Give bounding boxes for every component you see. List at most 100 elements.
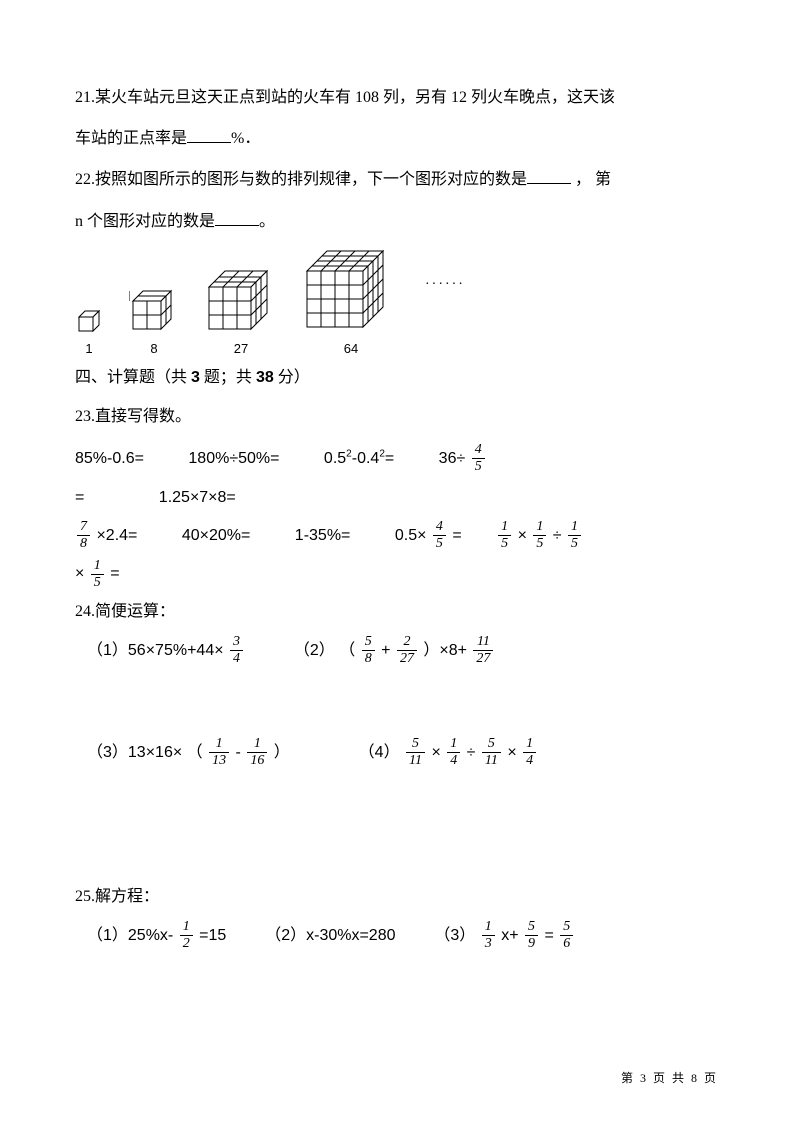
q22-text-c: n 个图形对应的数是 xyxy=(75,213,215,230)
cubes-figure: 1 8 xyxy=(75,245,718,356)
q23-r2e: 15 × 15 ÷ 15 xyxy=(496,527,583,544)
q24-p4-n1: 5 xyxy=(406,737,425,753)
q24-p3-mid: - xyxy=(231,744,245,761)
q25-p2: （2）x-30%x=280 xyxy=(265,927,400,944)
q24-p2-d1: 8 xyxy=(362,651,375,666)
q23-r2a-n: 7 xyxy=(77,520,90,536)
q24-p2: （2） （ 58 + 227 ）×8+ 1127 xyxy=(294,642,496,659)
cube-1: 1 xyxy=(75,305,103,356)
q23-r2d-n: 4 xyxy=(433,520,446,536)
cubes-dots: ······ xyxy=(425,277,465,323)
cube-1-icon xyxy=(75,305,103,337)
q23-r2a-d: 8 xyxy=(77,536,90,551)
q23-r2d-pre: 0.5× xyxy=(395,527,431,544)
cube-4: 64 xyxy=(303,245,399,356)
q24-p1-label: （1） xyxy=(87,642,128,659)
q23-r2d-post: = xyxy=(448,527,462,544)
q23-r1d-pre: 36÷ xyxy=(439,450,470,467)
q24-p4-d2: 4 xyxy=(447,753,460,768)
s4-a: 四、计算题（共 xyxy=(75,369,191,386)
q25-p3-n1: 1 xyxy=(482,920,495,936)
cube-1-label: 1 xyxy=(85,341,92,356)
q23-r2e-n2: 1 xyxy=(533,520,546,536)
q24-p4-n2: 1 xyxy=(447,737,460,753)
q25-p3-n2: 5 xyxy=(525,920,538,936)
q23-r1b: 180%÷50%= xyxy=(188,450,279,467)
blank-q21 xyxy=(187,126,231,143)
q23-r1c-post: = xyxy=(385,450,394,467)
cube-3-icon xyxy=(205,265,277,337)
q21-text-b: 车站的正点率是 xyxy=(75,130,187,147)
q24-p1: （1）56×75%+44× 34 xyxy=(87,642,249,659)
q24-p2-d2: 27 xyxy=(397,651,417,666)
q23-row2b: × 15 = xyxy=(75,555,718,593)
cube-4-label: 64 xyxy=(344,341,358,356)
q25-p1-d: 2 xyxy=(180,936,193,951)
q23-r2e-m2: ÷ xyxy=(548,527,566,544)
q22-text-d: 。 xyxy=(259,213,275,230)
q24-p4-d4: 4 xyxy=(523,753,536,768)
q24-p4-m1: × xyxy=(427,744,445,761)
q24-p4-label: （4） xyxy=(359,744,404,761)
page-number: 第 3 页 共 8 页 xyxy=(621,1069,718,1086)
q25-p3-label: （3） xyxy=(434,927,479,944)
q23-r2d-d: 5 xyxy=(433,536,446,551)
q24-p2-post: ）×8+ xyxy=(419,642,471,659)
q24-p3-a: 13×16× （ xyxy=(128,744,207,761)
q21-text-a: 21.某火车站元旦这天正点到站的火车有 108 列，另有 12 列火车晚点，这天… xyxy=(75,89,615,106)
q24-p3-d1: 13 xyxy=(209,753,229,768)
q25-row: （1）25%x- 12 =15 （2）x-30%x=280 （3） 13 x+ … xyxy=(75,920,718,952)
q23-r2e-n3: 1 xyxy=(568,520,581,536)
q23-row1b: = 1.25×7×8= xyxy=(75,479,718,517)
q21-text-c: %． xyxy=(231,130,260,147)
q24-p3-n2: 1 xyxy=(247,737,267,753)
q23-r2e-d2: 5 xyxy=(533,536,546,551)
s4-b1: 3 xyxy=(191,369,200,386)
q24-p2-n2: 2 xyxy=(397,635,417,651)
cube-3: 27 xyxy=(205,265,277,356)
q25-p2-label: （2） xyxy=(265,927,306,944)
q23-r2e-d3: 5 xyxy=(568,536,581,551)
q23-r2a-post: ×2.4= xyxy=(92,527,137,544)
q23-r2b-pre: × xyxy=(75,565,89,582)
q23-r2e-m1: × xyxy=(513,527,531,544)
q24-row1: （1）56×75%+44× 34 （2） （ 58 + 227 ）×8+ 112… xyxy=(75,635,718,667)
q23-r2e-n1: 1 xyxy=(498,520,511,536)
q25-p1-label: （1） xyxy=(87,927,128,944)
q24-p4-n3: 5 xyxy=(482,737,501,753)
q22-text-b: ， 第 xyxy=(571,171,611,188)
blank-q22b xyxy=(215,209,259,226)
cube-2-icon xyxy=(129,285,179,337)
q21-line2: 车站的正点率是 %． xyxy=(75,121,718,156)
section-4-title: 四、计算题（共 3 题；共 38 分） xyxy=(75,360,718,395)
q24-p4-m2: ÷ xyxy=(462,744,480,761)
q23-r1d: 36÷ 45 xyxy=(439,450,487,467)
q24-p3-n1: 1 xyxy=(209,737,229,753)
q25-p3-d3: 6 xyxy=(560,936,573,951)
cube-3-label: 27 xyxy=(234,341,248,356)
q24-p3-post: ） xyxy=(269,744,289,761)
q22-line2: n 个图形对应的数是 。 xyxy=(75,204,718,239)
q25-p1-n: 1 xyxy=(180,920,193,936)
q25-p1-b: =15 xyxy=(195,927,227,944)
q24-p4-n4: 1 xyxy=(523,737,536,753)
q24-row2: （3）13×16× （ 113 - 116 ） （4） 511 × 14 ÷ 5… xyxy=(75,737,718,769)
q23-r1c: 0.52-0.42= xyxy=(324,450,394,467)
q25-p3-m1: x+ xyxy=(497,927,523,944)
q23-r2e-d1: 5 xyxy=(498,536,511,551)
q23-r1d-d: 5 xyxy=(472,459,485,474)
q24-p4-m3: × xyxy=(503,744,521,761)
s4-b: 题；共 xyxy=(200,369,256,386)
q25-p3-d1: 3 xyxy=(482,936,495,951)
q22-line1: 22.按照如图所示的图形与数的排列规律，下一个图形对应的数是 ， 第 xyxy=(75,162,718,197)
q23-r1b-e: 1.25×7×8= xyxy=(159,489,236,506)
q23-r1a: 85%-0.6= xyxy=(75,450,144,467)
q25-title: 25.解方程： xyxy=(75,879,718,914)
q24-p1-d: 4 xyxy=(230,651,243,666)
q23-title: 23.直接写得数。 xyxy=(75,399,718,434)
q25-p3-n3: 5 xyxy=(560,920,573,936)
q21-line1: 21.某火车站元旦这天正点到站的火车有 108 列，另有 12 列火车晚点，这天… xyxy=(75,80,718,115)
q23-r2d: 0.5× 45 = xyxy=(395,527,462,544)
q24-p4-d1: 11 xyxy=(406,753,425,768)
q23-r2b: 40×20%= xyxy=(182,527,251,544)
